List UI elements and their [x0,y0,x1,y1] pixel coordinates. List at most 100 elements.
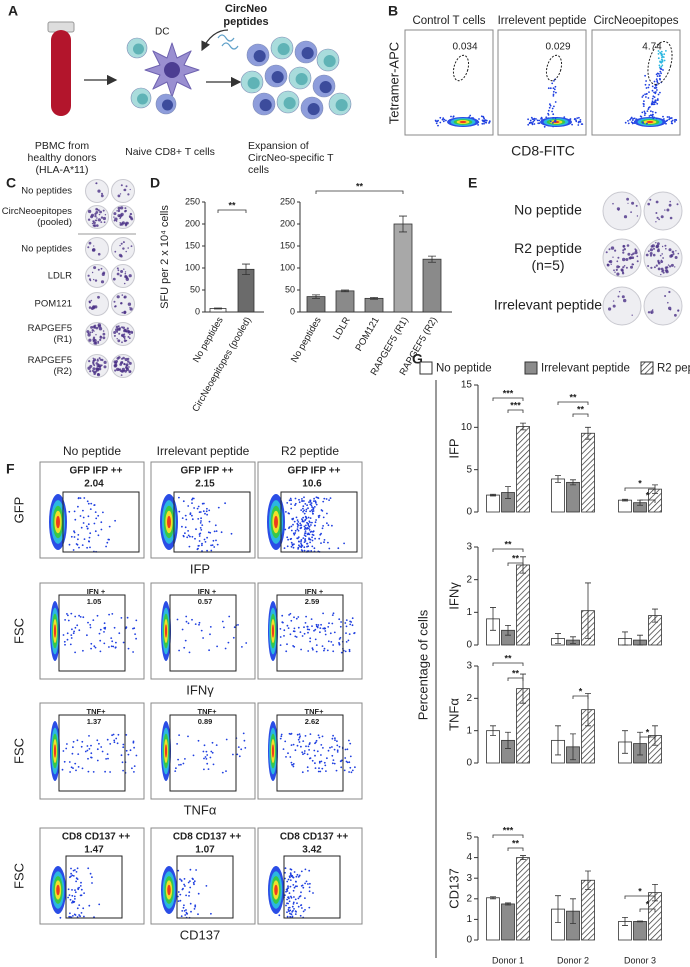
event-dot [294,529,297,532]
event-dot [663,53,666,56]
spot [93,266,97,270]
column-header: No peptide [63,444,121,458]
spot [95,362,99,365]
y-tick-label: 0 [466,758,472,769]
event-dot [645,80,647,82]
event-dot [122,769,124,772]
event-dot [651,114,653,117]
spot [672,253,675,255]
event-dot [547,109,550,112]
event-dot [296,873,299,876]
event-dot [216,543,219,546]
spot [668,203,672,207]
event-dot [675,119,678,121]
event-dot [651,85,654,88]
bar [306,296,326,313]
significance-label: ** [512,668,520,678]
event-dot [221,620,224,623]
spot [91,329,94,332]
axis-label: TNFα [184,802,217,817]
spot [98,327,103,331]
spot [113,331,117,334]
event-dot [303,512,306,515]
event-dot [90,642,93,645]
event-dot [78,629,81,632]
density-core [164,624,168,638]
spot [130,217,134,221]
event-dot [645,87,648,89]
spot [660,267,664,271]
event-dot [644,93,646,96]
event-dot [81,767,84,770]
spot [99,335,102,338]
legend-label: R2 peptide [657,363,690,375]
event-dot [321,645,324,647]
event-dot [180,763,182,766]
event-dot [662,69,664,71]
spot [87,218,91,221]
gate-value: 10.6 [302,479,322,490]
event-dot [293,896,295,898]
nucleus [283,97,296,110]
spot [113,300,116,303]
bar [566,481,580,513]
event-dot [107,538,110,541]
spot [87,209,92,214]
event-dot [79,915,81,918]
event-dot [288,499,291,502]
event-dot [94,646,97,649]
error-bar [555,725,561,756]
event-dot [80,888,83,891]
event-dot [88,540,90,542]
error-bar [490,896,496,900]
event-dot [310,524,312,526]
event-dot [224,647,227,650]
event-dot [183,646,186,649]
event-dot [64,619,66,621]
event-dot [66,613,68,615]
spot [125,367,129,370]
row-label: (R1) [54,334,72,345]
y-tick-label: 100 [280,262,295,272]
event-dot [297,536,300,538]
event-dot [661,55,664,58]
event-dot [237,624,239,626]
event-dot [303,496,305,499]
spot [123,268,125,270]
gate [280,491,358,553]
event-dot [323,627,326,629]
event-dot [480,115,483,118]
flow-plot [404,29,494,136]
panel-label: G [412,351,423,367]
event-dot [306,504,308,507]
event-dot [290,499,292,502]
event-dot [80,745,83,748]
event-dot [310,550,313,552]
event-dot [289,909,292,912]
well [111,292,135,316]
event-dot [300,542,302,544]
event-dot [194,904,197,907]
error-bar [637,731,643,756]
spot [102,216,106,221]
event-dot [227,641,230,644]
event-dot [294,913,297,915]
event-dot [641,111,644,114]
event-dot [324,764,327,767]
event-dot [639,115,642,118]
panel-label: F [6,461,15,477]
y-tick-label: 4 [466,852,472,863]
row-label: (R2) [54,366,72,377]
event-dot [230,532,233,535]
spot [128,274,132,278]
significance-label: * [579,686,583,696]
event-dot [551,107,554,110]
spot [122,241,125,244]
event-dot [285,904,287,907]
y-tick-label: 200 [185,218,200,228]
error-bar [622,498,628,502]
event-dot [63,640,66,643]
event-dot [307,527,310,530]
event-dot [481,122,484,125]
event-dot [343,769,346,772]
